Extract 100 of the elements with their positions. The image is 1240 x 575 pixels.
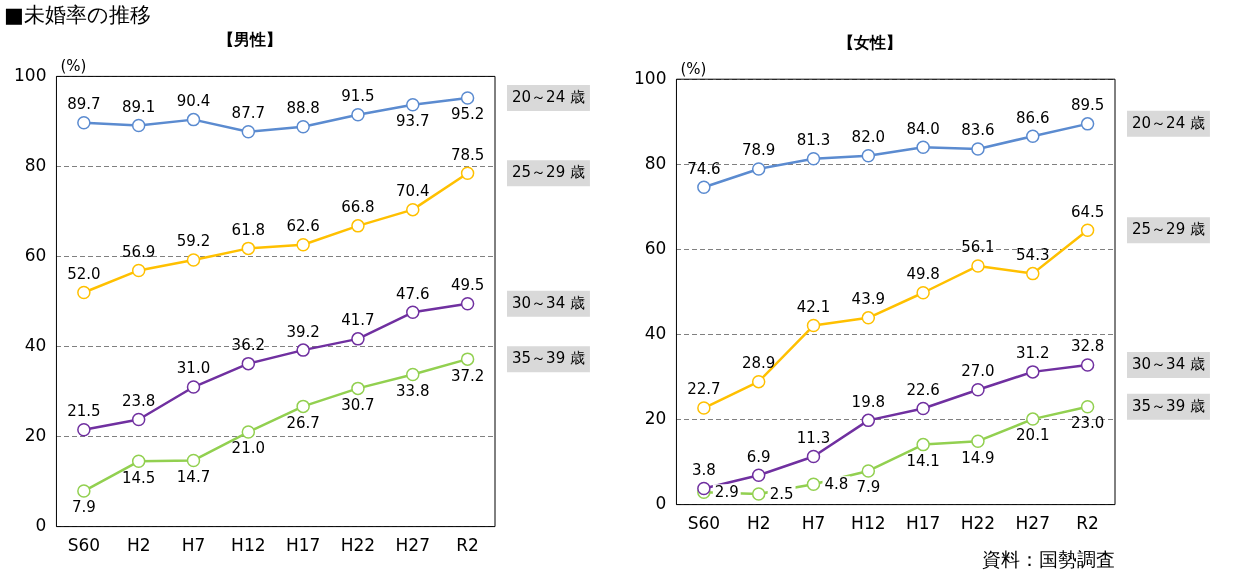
x-tick-label: H17 — [905, 513, 941, 534]
data-label: 32.8 — [1070, 337, 1105, 356]
point — [916, 286, 930, 300]
y-tick-label: 60 — [24, 244, 47, 265]
data-label: 66.8 — [341, 198, 375, 217]
point — [1026, 412, 1040, 426]
point — [971, 142, 985, 156]
text: 35～39 歳 — [1132, 396, 1205, 415]
point — [861, 464, 876, 478]
y-tick-label: 40 — [24, 334, 47, 355]
x-tick-label: S60 — [67, 535, 101, 556]
data-label: 62.6 — [286, 217, 320, 236]
point — [697, 481, 711, 496]
data-label: 31.0 — [176, 359, 211, 378]
point — [971, 259, 985, 273]
point — [131, 412, 146, 427]
text: 20～24 歳 — [512, 87, 585, 106]
point — [971, 382, 985, 397]
data-label: 19.8 — [851, 392, 886, 411]
point — [861, 413, 876, 428]
point — [806, 477, 821, 491]
text: 35～39 歳 — [512, 349, 585, 368]
point — [460, 166, 475, 180]
data-label: 3.8 — [691, 460, 716, 479]
text: 20～24 歳 — [1132, 113, 1205, 132]
y-tick-label: 20 — [644, 407, 667, 428]
point — [406, 305, 420, 320]
data-label: 42.1 — [796, 297, 831, 316]
text: 30～34 歳 — [1132, 354, 1205, 373]
point — [806, 449, 821, 464]
point — [186, 380, 201, 394]
x-tick-label: H22 — [340, 535, 376, 556]
data-label: 14.7 — [176, 467, 211, 486]
data-label: 28.9 — [741, 354, 776, 373]
point — [916, 140, 930, 155]
point — [296, 238, 310, 252]
data-label: 14.5 — [121, 468, 156, 487]
data-label: 2.9 — [714, 483, 739, 502]
data-label: 64.5 — [1070, 202, 1105, 221]
point — [751, 468, 766, 482]
y-tick-label: 40 — [644, 322, 667, 343]
point — [406, 98, 420, 112]
y-axis-title: (%) — [60, 56, 87, 75]
text: 25～29 歳 — [1132, 220, 1205, 239]
point — [296, 343, 310, 357]
data-label: 81.3 — [796, 131, 831, 150]
data-label: 49.8 — [906, 265, 940, 284]
data-label: 74.6 — [687, 159, 721, 178]
x-tick-label: H22 — [960, 513, 996, 534]
data-label: 20.1 — [1016, 426, 1050, 445]
x-tick-label: H12 — [851, 513, 886, 534]
data-label: 22.7 — [687, 380, 721, 399]
data-label: 21.5 — [67, 402, 101, 421]
point — [296, 120, 310, 134]
data-label: 56.1 — [961, 238, 995, 257]
data-label: 89.5 — [1070, 96, 1105, 115]
y-tick-label: 100 — [13, 64, 47, 85]
y-tick-label: 80 — [24, 154, 47, 175]
data-label: 93.7 — [396, 112, 430, 131]
point — [131, 454, 146, 469]
data-label: 52.0 — [67, 264, 101, 283]
point — [406, 202, 420, 217]
y-tick-label: 20 — [24, 424, 47, 445]
point — [751, 374, 766, 389]
data-label: 26.7 — [286, 413, 320, 432]
point — [460, 352, 475, 366]
data-label: 87.7 — [231, 104, 266, 123]
data-label: 56.9 — [121, 242, 156, 261]
data-label: 95.2 — [450, 105, 485, 124]
y-axis-title: (%) — [680, 59, 707, 78]
data-label: 86.6 — [1016, 108, 1050, 127]
data-label: 49.5 — [450, 276, 485, 295]
data-label: 84.0 — [906, 119, 940, 138]
data-label: 36.2 — [231, 336, 266, 355]
point — [351, 219, 365, 233]
x-tick-label: H2 — [126, 535, 151, 556]
y-tick-label: 0 — [655, 493, 667, 514]
point — [186, 112, 201, 127]
point — [77, 484, 91, 498]
point — [460, 91, 475, 105]
point — [241, 356, 256, 371]
text: 資料：国勢調査 — [982, 548, 1115, 571]
point — [296, 399, 310, 414]
data-label: 22.6 — [906, 380, 940, 399]
point — [1080, 117, 1095, 131]
point — [1026, 129, 1040, 143]
data-label: 27.0 — [961, 362, 995, 381]
data-label: 82.0 — [851, 128, 886, 147]
point — [351, 381, 365, 396]
point — [1080, 358, 1095, 372]
chart-title: ■未婚率の推移 — [4, 3, 151, 28]
point — [77, 423, 91, 437]
data-label: 14.1 — [906, 452, 940, 471]
data-label: 41.7 — [341, 311, 375, 330]
x-tick-label: H27 — [1015, 513, 1050, 534]
y-tick-label: 0 — [35, 515, 47, 536]
chart-subtitle: 【男性】 — [217, 29, 282, 49]
data-label: 59.2 — [176, 232, 211, 251]
data-label: 54.3 — [1016, 246, 1050, 264]
data-label: 4.8 — [824, 475, 849, 494]
